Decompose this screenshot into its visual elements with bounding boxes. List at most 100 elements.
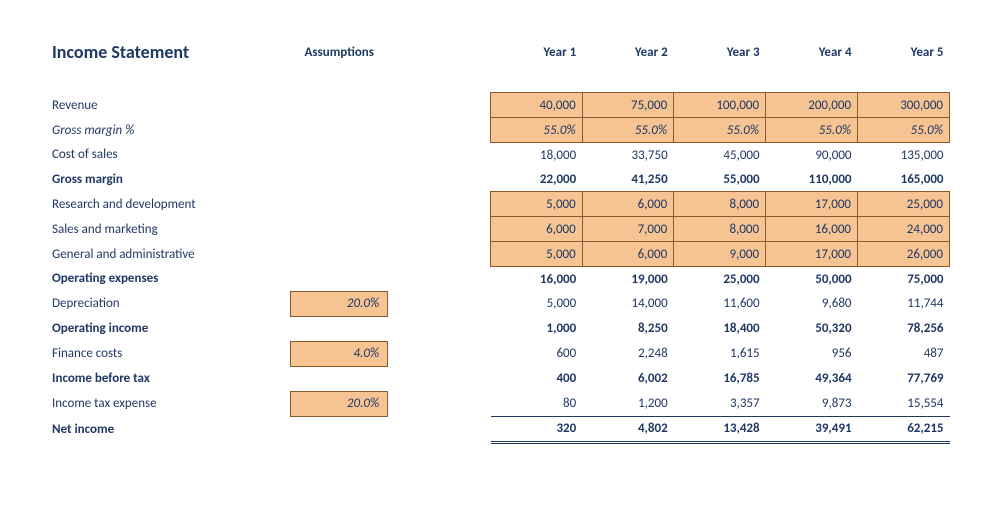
cell-dep-y4: 9,680 xyxy=(766,291,858,316)
cell-gm-pct-y1[interactable]: 55.0% xyxy=(491,118,582,143)
row-sales-mkt: Sales and marketing 6,000 7,000 8,000 16… xyxy=(50,217,950,242)
cell-cos-y5: 135,000 xyxy=(858,143,950,168)
cell-opinc-y2: 8,250 xyxy=(582,316,673,341)
cell-netinc-y3: 13,428 xyxy=(674,416,766,442)
cell-gna-y2[interactable]: 6,000 xyxy=(582,242,673,267)
cell-cos-y4: 90,000 xyxy=(766,143,858,168)
cell-opex-y4: 50,000 xyxy=(766,267,858,292)
cell-tax-y2: 1,200 xyxy=(582,391,673,416)
row-net-income: Net income 320 4,802 13,428 39,491 62,21… xyxy=(50,416,950,442)
cell-opex-y3: 25,000 xyxy=(674,267,766,292)
cell-rnd-y4[interactable]: 17,000 xyxy=(766,192,858,217)
row-revenue: Revenue 40,000 75,000 100,000 200,000 30… xyxy=(50,93,950,118)
cell-rnd-y1[interactable]: 5,000 xyxy=(491,192,582,217)
assump-finance[interactable]: 4.0% xyxy=(291,341,388,366)
cell-revenue-y3[interactable]: 100,000 xyxy=(674,93,766,118)
label-rnd: Research and development xyxy=(50,192,291,217)
cell-revenue-y5[interactable]: 300,000 xyxy=(858,93,950,118)
cell-opinc-y5: 78,256 xyxy=(858,316,950,341)
label-cos: Cost of sales xyxy=(50,143,291,168)
cell-gm-pct-y4[interactable]: 55.0% xyxy=(766,118,858,143)
year-header-4: Year 4 xyxy=(766,40,858,64)
cell-gm-y1: 22,000 xyxy=(491,167,582,192)
cell-sm-y5[interactable]: 24,000 xyxy=(858,217,950,242)
cell-gna-y1[interactable]: 5,000 xyxy=(491,242,582,267)
label-gm-pct: Gross margin % xyxy=(50,118,291,143)
row-finance-costs: Finance costs 4.0% 600 2,248 1,615 956 4… xyxy=(50,341,950,366)
cell-ibt-y4: 49,364 xyxy=(766,366,858,391)
cell-tax-y1: 80 xyxy=(491,391,582,416)
cell-tax-y4: 9,873 xyxy=(766,391,858,416)
row-ibt: Income before tax 400 6,002 16,785 49,36… xyxy=(50,366,950,391)
page-title: Income Statement xyxy=(50,40,291,64)
label-dep: Depreciation xyxy=(50,291,291,316)
cell-revenue-y2[interactable]: 75,000 xyxy=(582,93,673,118)
cell-tax-y5: 15,554 xyxy=(858,391,950,416)
row-opex: Operating expenses 16,000 19,000 25,000 … xyxy=(50,267,950,292)
cell-gm-y2: 41,250 xyxy=(582,167,673,192)
label-netinc: Net income xyxy=(50,416,291,442)
cell-sm-y1[interactable]: 6,000 xyxy=(491,217,582,242)
header-row: Income Statement Assumptions Year 1 Year… xyxy=(50,40,950,64)
cell-netinc-y4: 39,491 xyxy=(766,416,858,442)
label-gm: Gross margin xyxy=(50,167,291,192)
cell-cos-y3: 45,000 xyxy=(674,143,766,168)
cell-cos-y1: 18,000 xyxy=(491,143,582,168)
label-tax: Income tax expense xyxy=(50,391,291,416)
cell-netinc-y1: 320 xyxy=(491,416,582,442)
cell-tax-y3: 3,357 xyxy=(674,391,766,416)
cell-rnd-y2[interactable]: 6,000 xyxy=(582,192,673,217)
label-opinc: Operating income xyxy=(50,316,291,341)
cell-fin-y1: 600 xyxy=(491,341,582,366)
cell-cos-y2: 33,750 xyxy=(582,143,673,168)
cell-sm-y2[interactable]: 7,000 xyxy=(582,217,673,242)
assump-depreciation[interactable]: 20.0% xyxy=(291,291,388,316)
row-op-income: Operating income 1,000 8,250 18,400 50,3… xyxy=(50,316,950,341)
cell-dep-y5: 11,744 xyxy=(858,291,950,316)
cell-dep-y2: 14,000 xyxy=(582,291,673,316)
row-cost-of-sales: Cost of sales 18,000 33,750 45,000 90,00… xyxy=(50,143,950,168)
cell-gm-pct-y3[interactable]: 55.0% xyxy=(674,118,766,143)
cell-netinc-y2: 4,802 xyxy=(582,416,673,442)
income-statement-table: Income Statement Assumptions Year 1 Year… xyxy=(50,40,950,444)
cell-sm-y4[interactable]: 16,000 xyxy=(766,217,858,242)
cell-opinc-y3: 18,400 xyxy=(674,316,766,341)
cell-fin-y4: 956 xyxy=(766,341,858,366)
cell-gm-pct-y5[interactable]: 55.0% xyxy=(858,118,950,143)
cell-fin-y2: 2,248 xyxy=(582,341,673,366)
cell-fin-y5: 487 xyxy=(858,341,950,366)
cell-gm-y5: 165,000 xyxy=(858,167,950,192)
year-header-2: Year 2 xyxy=(582,40,673,64)
cell-rnd-y5[interactable]: 25,000 xyxy=(858,192,950,217)
year-header-3: Year 3 xyxy=(674,40,766,64)
cell-ibt-y2: 6,002 xyxy=(582,366,673,391)
cell-opex-y5: 75,000 xyxy=(858,267,950,292)
label-fin: Finance costs xyxy=(50,341,291,366)
row-tax: Income tax expense 20.0% 80 1,200 3,357 … xyxy=(50,391,950,416)
assumptions-header: Assumptions xyxy=(291,40,388,64)
label-sm: Sales and marketing xyxy=(50,217,291,242)
cell-revenue-y4[interactable]: 200,000 xyxy=(766,93,858,118)
cell-gm-pct-y2[interactable]: 55.0% xyxy=(582,118,673,143)
cell-revenue-y1[interactable]: 40,000 xyxy=(491,93,582,118)
year-header-5: Year 5 xyxy=(858,40,950,64)
assump-tax[interactable]: 20.0% xyxy=(291,391,388,416)
row-gross-margin: Gross margin 22,000 41,250 55,000 110,00… xyxy=(50,167,950,192)
cell-netinc-y5: 62,215 xyxy=(858,416,950,442)
cell-gna-y3[interactable]: 9,000 xyxy=(674,242,766,267)
cell-gna-y4[interactable]: 17,000 xyxy=(766,242,858,267)
cell-dep-y1: 5,000 xyxy=(491,291,582,316)
cell-dep-y3: 11,600 xyxy=(674,291,766,316)
row-depreciation: Depreciation 20.0% 5,000 14,000 11,600 9… xyxy=(50,291,950,316)
cell-opex-y2: 19,000 xyxy=(582,267,673,292)
label-ibt: Income before tax xyxy=(50,366,291,391)
label-revenue: Revenue xyxy=(50,93,291,118)
cell-ibt-y1: 400 xyxy=(491,366,582,391)
row-rnd: Research and development 5,000 6,000 8,0… xyxy=(50,192,950,217)
cell-ibt-y5: 77,769 xyxy=(858,366,950,391)
cell-sm-y3[interactable]: 8,000 xyxy=(674,217,766,242)
cell-opinc-y1: 1,000 xyxy=(491,316,582,341)
cell-rnd-y3[interactable]: 8,000 xyxy=(674,192,766,217)
cell-gna-y5[interactable]: 26,000 xyxy=(858,242,950,267)
cell-gm-y3: 55,000 xyxy=(674,167,766,192)
